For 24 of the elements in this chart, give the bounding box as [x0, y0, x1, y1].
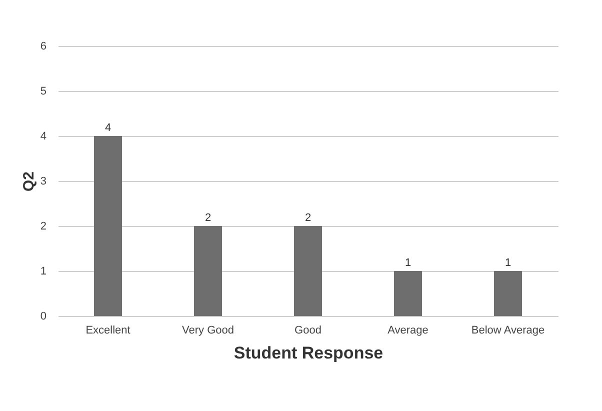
x-tick-label: Below Average	[471, 324, 545, 336]
y-tick-label: 5	[40, 86, 46, 98]
data-label: 4	[104, 122, 112, 134]
bar	[94, 136, 122, 316]
y-axis-title: Q2	[20, 171, 38, 192]
x-tick-label: Very Good	[182, 324, 234, 336]
y-tick-label: 4	[40, 130, 46, 142]
y-tick-label: 2	[40, 220, 46, 232]
x-tick-label: Good	[294, 324, 322, 336]
bar	[494, 271, 522, 316]
data-label: 2	[304, 212, 312, 224]
x-tick-label: Excellent	[86, 324, 130, 336]
bar	[394, 271, 422, 316]
data-label: 2	[204, 212, 212, 224]
y-tick-label: 6	[40, 40, 46, 52]
x-axis-title: Student Response	[234, 344, 384, 362]
data-label: 1	[504, 257, 512, 269]
y-tick-label: 1	[40, 266, 46, 278]
bar	[194, 226, 222, 316]
y-tick-label: 0	[40, 310, 46, 322]
data-label: 1	[404, 257, 412, 269]
y-tick-label: 3	[40, 176, 46, 188]
x-tick-label: Average	[388, 324, 428, 336]
bar	[294, 226, 322, 316]
